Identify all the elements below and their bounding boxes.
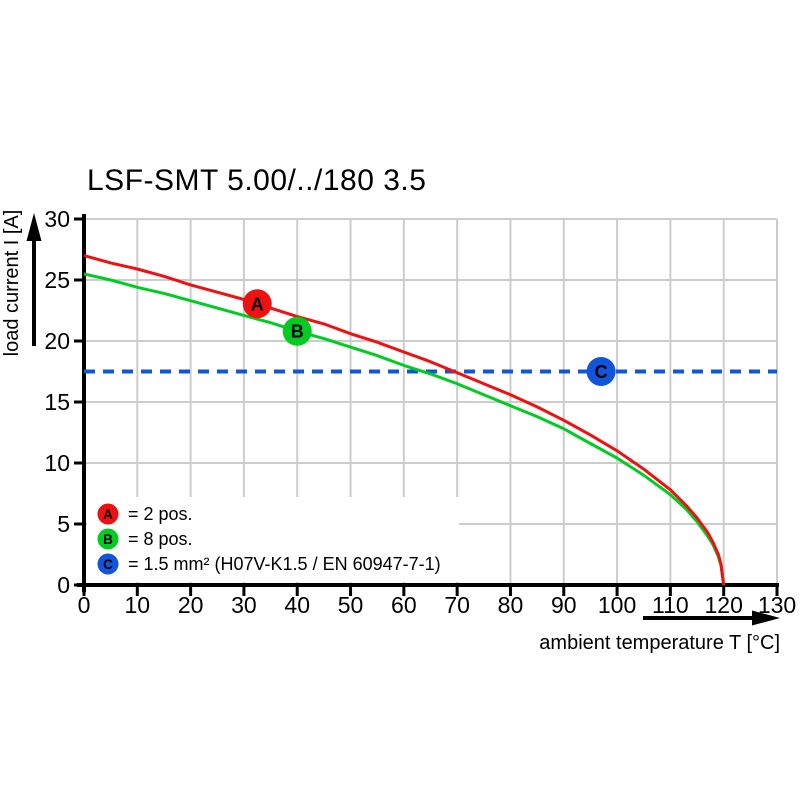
y-axis-label-group: load current I [A] [1,210,42,357]
legend-letter-B: B [103,532,113,547]
x-tick-label: 110 [652,592,689,618]
legend: A = 2 pos. B = 8 pos. C = 1.5 mm² (H07V-K1.5 … [97,503,441,575]
marker-letter-C: C [595,362,608,382]
x-tick-label: 30 [231,592,257,618]
x-tick-label: 130 [758,592,796,618]
series-curves [83,254,777,586]
y-tick-label: 30 [44,206,70,232]
x-tick-label: 20 [178,592,204,618]
y-tick-label: 25 [44,267,70,293]
x-tick-label: 80 [498,592,524,618]
legend-circle-B [97,528,119,550]
axis-tick-labels: 0 10 20 30 40 50 60 70 80 90 100 110 120 130 0 5 10 15 20 2… [44,206,796,618]
x-axis-label: ambient temperature T [°C] [539,632,780,654]
legend-letter-A: A [103,507,113,522]
y-axis-label: load current I [A] [1,210,23,357]
marker-B: B [282,316,312,346]
x-tick-label: 70 [444,592,470,618]
x-axis-arrow-icon [752,610,780,626]
x-tick-label: 10 [125,592,151,618]
marker-letter-B: B [291,322,304,342]
y-tick-label: 10 [44,450,70,476]
x-tick-label: 40 [284,592,310,618]
chart-title: LSF-SMT 5.00/../180 3.5 [87,164,426,197]
marker-letter-A: A [251,294,264,314]
legend-item-A: A = 2 pos. [97,503,193,525]
marker-A: A [242,289,272,319]
marker-circle-A [242,289,272,319]
legend-backdrop [87,497,459,582]
x-tick-label: 0 [78,592,91,618]
legend-label-B: = 8 pos. [128,529,193,549]
legend-background [87,497,459,582]
legend-letter-C: C [103,557,113,572]
legend-label-A: = 2 pos. [128,504,193,524]
legend-item-C: C = 1.5 mm² (H07V-K1.5 / EN 60947-7-1) [97,553,441,575]
x-tick-label: 120 [705,592,743,618]
y-axis-arrow-icon [26,213,42,241]
axis-ticks [74,217,779,596]
x-tick-label: 50 [338,592,364,618]
marker-C: C [586,357,616,386]
y-tick-label: 0 [57,572,70,598]
x-tick-label: 90 [551,592,577,618]
y-tick-label: 20 [44,328,70,354]
series-markers: A B C [242,289,616,386]
y-tick-label: 5 [57,511,70,537]
x-tick-label: 100 [598,592,636,618]
legend-label-C: = 1.5 mm² (H07V-K1.5 / EN 60947-7-1) [128,554,441,574]
marker-circle-C [586,357,616,386]
y-tick-label: 15 [44,389,70,415]
curve-B [83,272,726,586]
legend-circle-C [97,553,119,575]
curve-A [83,254,726,586]
marker-circle-B [282,316,312,346]
x-tick-label: 60 [391,592,417,618]
legend-item-B: B = 8 pos. [97,528,193,550]
x-axis-label-group: ambient temperature T [°C] [539,610,780,654]
legend-circle-A [97,503,119,525]
